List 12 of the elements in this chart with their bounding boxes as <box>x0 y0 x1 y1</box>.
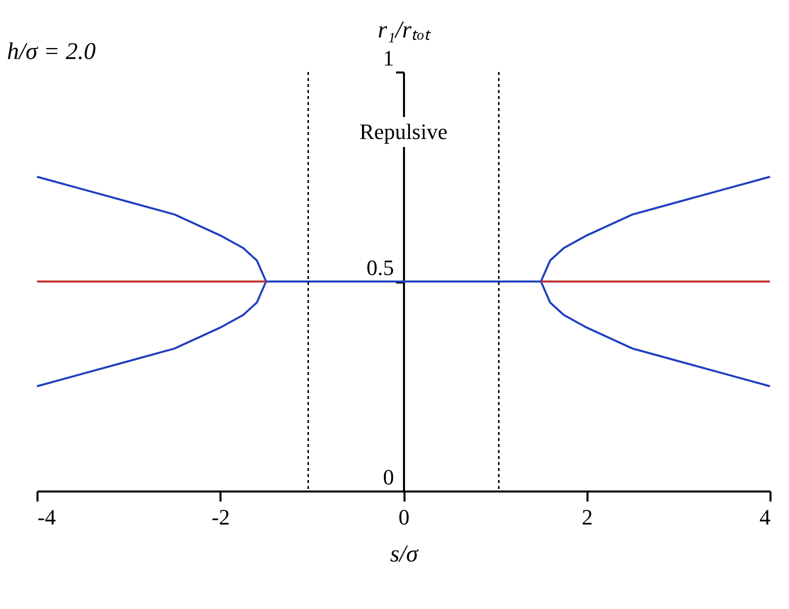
y-tick-label: 1 <box>383 46 394 70</box>
x-tick-label: 0 <box>398 504 410 530</box>
x-tick-label: 2 <box>582 504 593 530</box>
x-tick-label: -4 <box>38 504 56 530</box>
y-tick-label: 0 <box>383 464 394 490</box>
x-tick-label: -2 <box>212 504 230 530</box>
annotation: Repulsive <box>360 119 448 144</box>
x-axis-title: s/σ <box>390 542 420 568</box>
y-axis-title: r₁/rₜₒₜ <box>378 18 432 44</box>
x-tick-label: 4 <box>760 504 770 530</box>
text: h/σ = 2.0 <box>7 39 96 65</box>
y-tick-label: 0.5 <box>366 255 394 280</box>
